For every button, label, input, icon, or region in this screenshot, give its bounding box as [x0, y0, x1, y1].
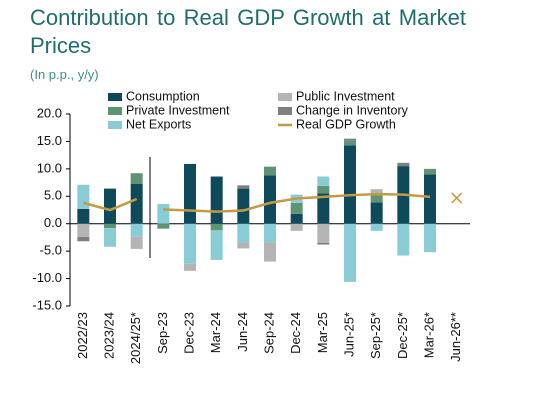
- bar-segment: [184, 263, 196, 271]
- bar-segment: [370, 189, 383, 193]
- legend-label: Public Investment: [296, 89, 395, 103]
- bar-segment: [290, 223, 303, 231]
- y-tick-label: 15.0: [37, 133, 62, 148]
- bar-segment: [317, 176, 330, 186]
- bar-segment: [130, 236, 143, 249]
- x-tick-label: Sep-24: [261, 312, 276, 354]
- chart-subtitle: (In p.p., y/y): [30, 67, 99, 82]
- bar-segment: [370, 192, 383, 203]
- bar-segment: [344, 140, 356, 146]
- y-tick-label: -15.0: [32, 297, 62, 312]
- x-tick-label: 2023/24: [101, 312, 116, 359]
- y-tick-label: 0.0: [44, 215, 62, 230]
- y-tick-label: 5.0: [44, 188, 62, 203]
- x-tick-label: Mar-24: [208, 312, 223, 353]
- x-tick-label: Sep-23: [155, 312, 170, 354]
- bar-segment: [344, 145, 356, 224]
- x-tick-label: Sep-25*: [368, 312, 383, 359]
- bar-segment: [130, 173, 143, 184]
- legend-label: Change in Inventory: [296, 103, 409, 117]
- x-tick-label: Dec-25*: [395, 312, 410, 359]
- line: [83, 197, 138, 212]
- bar-segment: [104, 228, 116, 247]
- x-tick-label: Jun-25*: [341, 312, 356, 357]
- bar-segment: [290, 213, 303, 224]
- bar-segment: [317, 242, 330, 245]
- line: [163, 192, 431, 213]
- y-tick-label: 10.0: [37, 160, 62, 175]
- bar-segment: [184, 163, 196, 224]
- x-tick-label: Mar-26*: [421, 312, 436, 358]
- bar-segment: [424, 223, 436, 253]
- x-tick-label: Dec-23: [181, 312, 196, 354]
- bar-segment: [370, 223, 383, 231]
- legend-label: Private Investment: [126, 103, 230, 117]
- bar-segment: [210, 230, 223, 260]
- bar-segment: [317, 223, 330, 243]
- legend-swatch: [278, 93, 292, 101]
- legend-swatch: [278, 107, 292, 115]
- x-tick-label: 2024/25*: [128, 312, 143, 364]
- x-tick-label: Jun-24: [235, 312, 250, 352]
- bar-segment: [77, 236, 90, 242]
- y-tick-label: -10.0: [32, 270, 62, 285]
- legend-label: Consumption: [126, 89, 200, 103]
- bar-segment: [264, 242, 276, 262]
- legend-label: Net Exports: [126, 117, 191, 131]
- bar-segment: [104, 188, 116, 224]
- bar-segment: [157, 223, 170, 229]
- bar-segment: [237, 188, 250, 224]
- bar-segment: [370, 202, 383, 224]
- bar-segment: [397, 223, 410, 256]
- bar-segment: [344, 138, 356, 141]
- y-tick-label: 20.0: [37, 105, 62, 120]
- bar-segment: [237, 242, 250, 249]
- y-tick-label: -5.0: [40, 243, 62, 258]
- bar-segment: [130, 223, 143, 237]
- legend-swatch: [108, 121, 122, 129]
- legend-label: Real GDP Growth: [296, 117, 396, 131]
- bar-segment: [184, 223, 196, 264]
- x-tick-label: 2022/23: [75, 312, 90, 359]
- forecast-marker: [451, 192, 463, 204]
- bar-segment: [317, 193, 330, 224]
- x-tick-label: Mar-25: [315, 312, 330, 353]
- x-tick-label: Dec-24: [288, 312, 303, 354]
- bar-segment: [264, 166, 276, 176]
- bar-segment: [157, 203, 170, 224]
- bar-segment: [77, 208, 90, 224]
- legend-swatch: [108, 93, 122, 101]
- bar-segment: [264, 175, 276, 224]
- bar-segment: [290, 202, 303, 214]
- bar-segment: [424, 168, 436, 175]
- bar-segment: [237, 223, 250, 243]
- bar-segment: [130, 183, 143, 224]
- bar-segment: [77, 223, 90, 237]
- chart-title: Contribution to Real GDP Growth at Marke…: [30, 5, 466, 58]
- bar-segment: [424, 174, 436, 224]
- bar-segment: [397, 162, 410, 167]
- bar-segment: [344, 223, 356, 282]
- bar-segment: [264, 223, 276, 243]
- bar-segment: [104, 223, 116, 229]
- x-tick-label: Jun-26**: [448, 312, 463, 362]
- bar-segment: [210, 223, 223, 231]
- bar-segment: [317, 185, 330, 194]
- bar-segment: [210, 176, 223, 224]
- bar-segment: [237, 185, 250, 189]
- legend-swatch: [108, 107, 122, 115]
